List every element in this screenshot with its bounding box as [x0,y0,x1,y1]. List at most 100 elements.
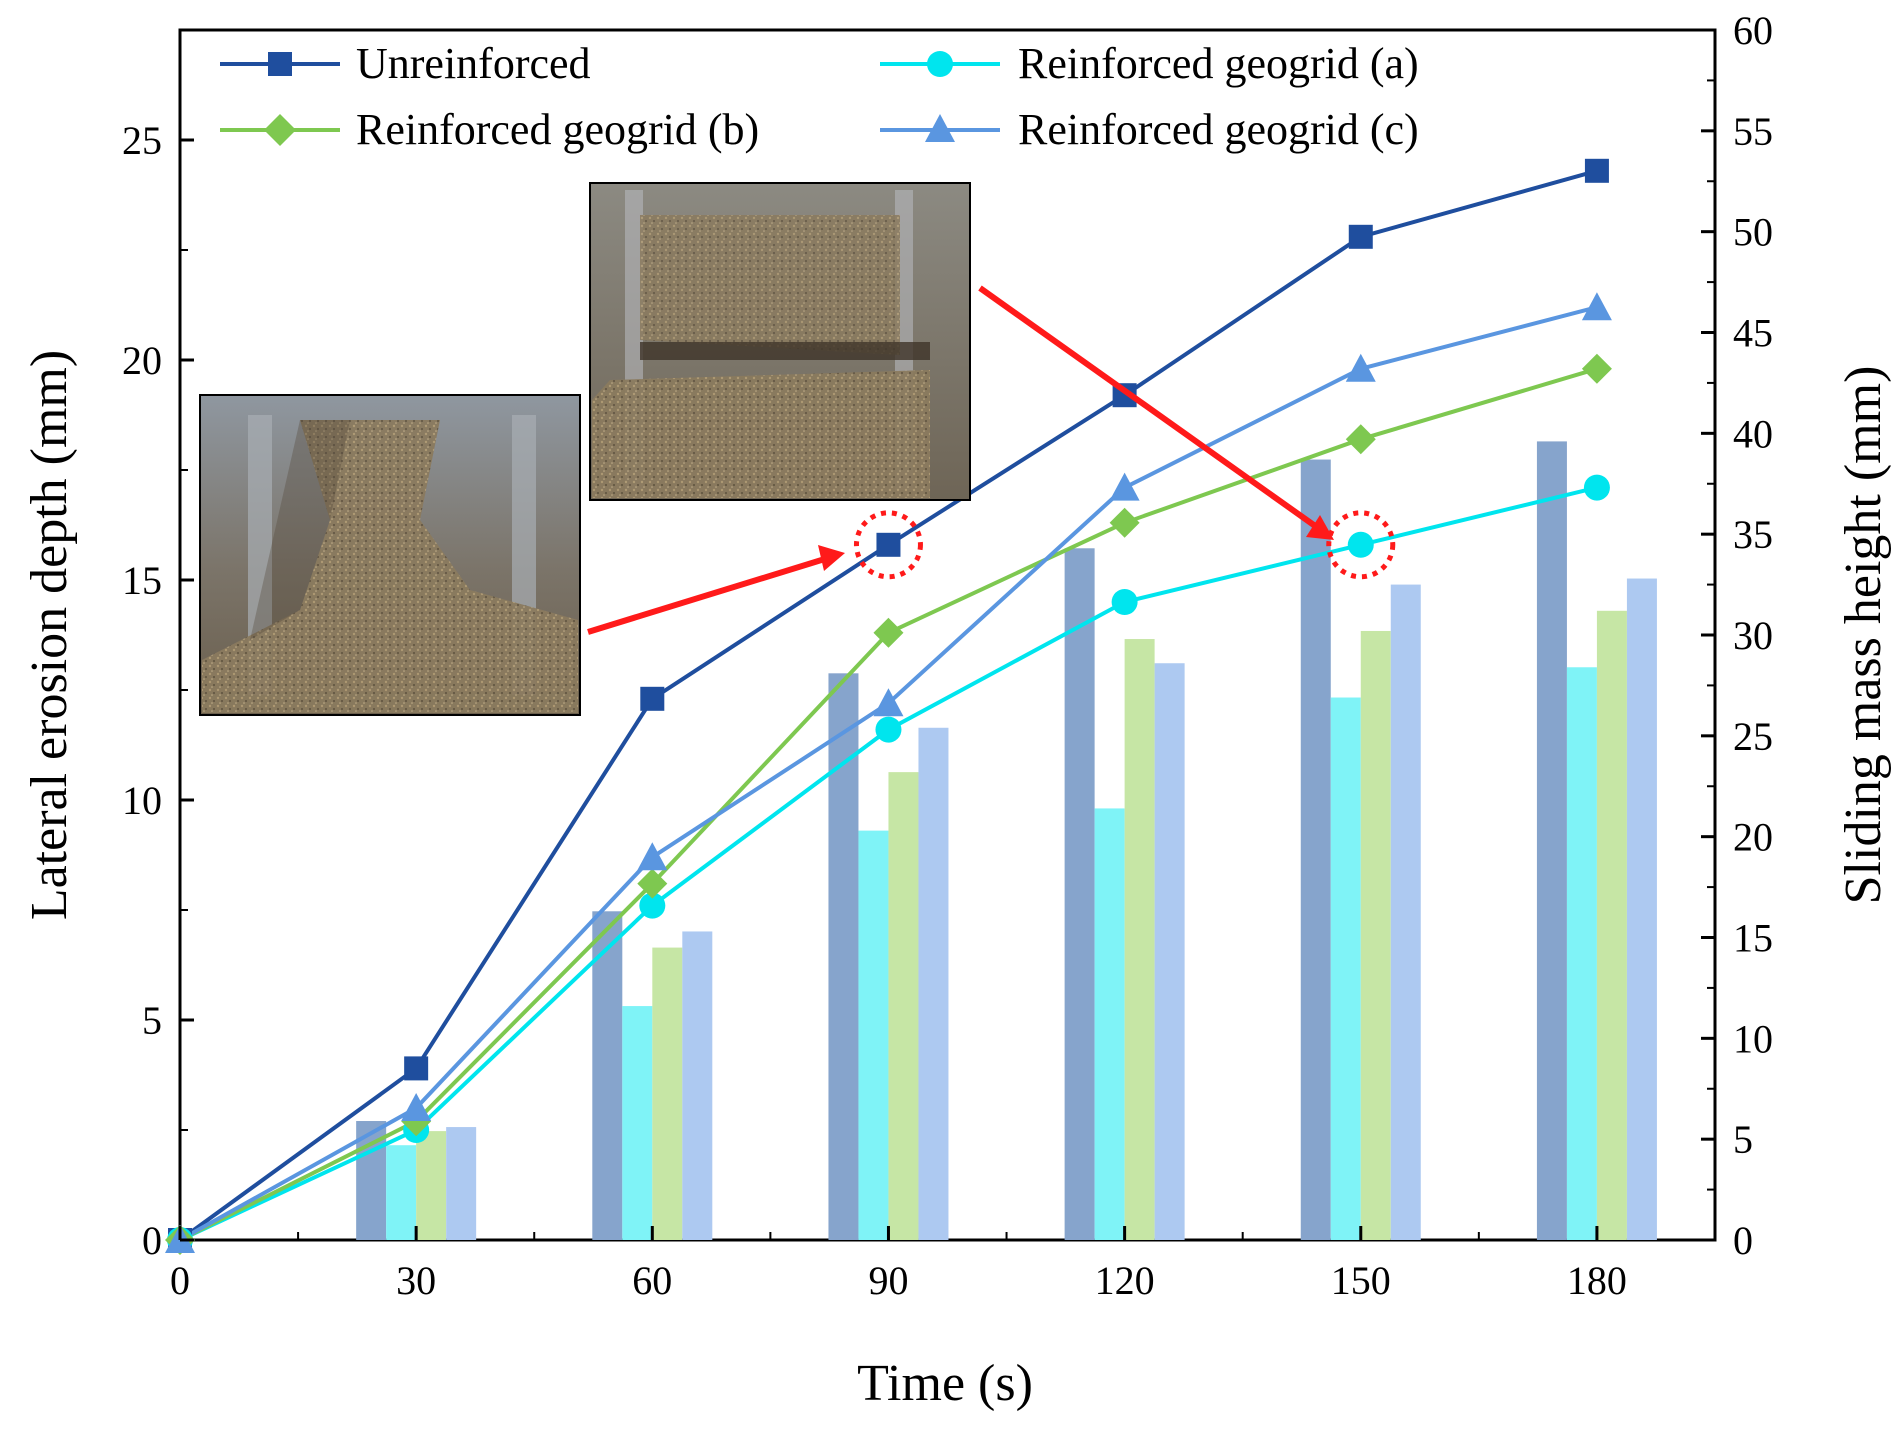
y-left-tick-label: 15 [122,558,162,603]
bar-reinforced-geogrid-a--150s [1330,697,1361,1240]
x-axis-title: Time (s) [857,1355,1033,1412]
bar-reinforced-geogrid-b--90s [888,772,919,1240]
bar-reinforced-geogrid-c--30s [446,1127,477,1240]
bar-unreinforced-60s [592,911,623,1240]
y-right-tick-label: 45 [1733,311,1773,356]
photo-inset-unreinforced [199,394,581,716]
bar-reinforced-geogrid-c--90s [918,727,949,1240]
highlight-circle-150s [1326,510,1396,580]
bar-reinforced-geogrid-b--150s [1360,630,1391,1240]
legend-square-marker [268,52,292,76]
y-right-tick-label: 20 [1733,815,1773,860]
x-tick-label: 90 [868,1258,908,1303]
y-axis-right-title: Sliding mass height (mm) [1835,366,1892,905]
marker-unreinforced-30s [404,1056,429,1081]
marker-reinforced-geogrid-c-120s [1109,472,1140,501]
bar-unreinforced-150s [1300,459,1331,1240]
marker-reinforced-geogrid-c-90s [873,688,904,717]
marker-reinforced-geogrid-c-180s [1581,292,1612,321]
marker-reinforced-geogrid-b-150s [1345,424,1376,455]
bar-reinforced-geogrid-a--90s [858,830,889,1240]
arrow-1-shaft [587,555,829,635]
legend-diamond-marker [264,114,296,146]
marker-reinforced-geogrid-c-60s [637,842,668,871]
x-tick-label: 180 [1567,1258,1627,1303]
legend: Unreinforced Reinforced geogrid (a) Rein… [220,39,1419,154]
bar-reinforced-geogrid-a--180s [1566,667,1597,1240]
y-left-tick-label: 25 [122,118,162,163]
bar-reinforced-geogrid-c--120s [1154,663,1185,1240]
bar-reinforced-geogrid-b--180s [1596,610,1627,1240]
y-right-tick-label: 40 [1733,411,1773,456]
y-right-tick-label: 25 [1733,714,1773,759]
y-right-tick-label: 55 [1733,109,1773,154]
marker-reinforced-geogrid-a-180s [1583,474,1610,501]
bar-reinforced-geogrid-b--120s [1124,639,1155,1240]
marker-reinforced-geogrid-b-60s [637,868,668,899]
y-right-tick-label: 10 [1733,1016,1773,1061]
bar-reinforced-geogrid-a--120s [1094,808,1125,1240]
legend-label: Reinforced geogrid (b) [356,105,759,154]
y-right-tick-label: 15 [1733,916,1773,961]
legend-item-geogrid-b: Reinforced geogrid (b) [220,105,759,154]
bar-reinforced-geogrid-b--30s [416,1131,447,1240]
bars-layer [356,441,1657,1240]
photo-inset-reinforced [589,182,971,501]
x-tick-label: 120 [1095,1258,1155,1303]
marker-unreinforced-60s [640,686,665,711]
y-right-tick-label: 60 [1733,8,1773,53]
marker-reinforced-geogrid-a-60s [639,892,666,919]
marker-reinforced-geogrid-b-90s [873,617,904,648]
legend-item-unreinforced: Unreinforced [220,39,591,88]
x-tick-label: 60 [632,1258,672,1303]
markers-layer [165,158,1612,1255]
marker-reinforced-geogrid-c-30s [401,1093,432,1121]
arrow-2-head [1306,515,1334,540]
y-right-tick-label: 50 [1733,210,1773,255]
legend-label: Unreinforced [356,39,591,88]
bar-unreinforced-120s [1064,548,1095,1240]
y-left-tick-label: 5 [142,998,162,1043]
marker-unreinforced-90s [876,532,901,557]
y-axis-left-title: Lateral erosion depth (mm) [21,350,78,920]
bar-reinforced-geogrid-a--60s [622,1006,653,1240]
bar-unreinforced-90s [828,673,859,1240]
highlight-circle-90s [853,510,923,580]
x-tick-label: 0 [170,1258,190,1303]
y-left-tick-label: 10 [122,778,162,823]
bar-reinforced-geogrid-c--60s [682,931,713,1240]
marker-reinforced-geogrid-a-90s [875,716,902,743]
y-right-tick-label: 5 [1733,1117,1753,1162]
x-tick-label: 150 [1331,1258,1391,1303]
marker-reinforced-geogrid-b-180s [1581,353,1612,384]
y-left-tick-label: 20 [122,338,162,383]
legend-triangle-marker [925,114,955,142]
y-left-tick-label: 0 [142,1218,162,1263]
x-tick-label: 30 [396,1258,436,1303]
bar-reinforced-geogrid-c--180s [1626,578,1657,1240]
legend-label: Reinforced geogrid (c) [1018,105,1419,154]
y-right-tick-label: 30 [1733,613,1773,658]
y-right-tick-label: 35 [1733,512,1773,557]
legend-label: Reinforced geogrid (a) [1018,39,1419,88]
legend-circle-marker [927,51,953,77]
marker-reinforced-geogrid-a-120s [1111,589,1138,615]
arrow-1-head [818,545,845,571]
bar-reinforced-geogrid-a--30s [386,1145,417,1240]
marker-reinforced-geogrid-b-120s [1109,507,1140,538]
arrow-2-shaft [978,285,1320,531]
bar-reinforced-geogrid-b--60s [652,947,683,1240]
ticks-layer: 0 30 60 90 120 150 180 0 5 10 15 20 25 0 5 10 15 20 25 30 35… [122,8,1773,1303]
annotations-layer [587,285,1396,635]
marker-unreinforced-150s [1348,224,1373,249]
legend-item-geogrid-c: Reinforced geogrid (c) [880,105,1419,154]
marker-unreinforced-180s [1584,158,1609,183]
marker-reinforced-geogrid-c-150s [1345,353,1376,382]
bar-reinforced-geogrid-c--150s [1390,584,1421,1240]
bar-unreinforced-180s [1536,441,1567,1240]
marker-reinforced-geogrid-a-150s [1347,531,1374,558]
legend-item-geogrid-a: Reinforced geogrid (a) [880,39,1419,88]
y-right-tick-label: 0 [1733,1218,1753,1263]
